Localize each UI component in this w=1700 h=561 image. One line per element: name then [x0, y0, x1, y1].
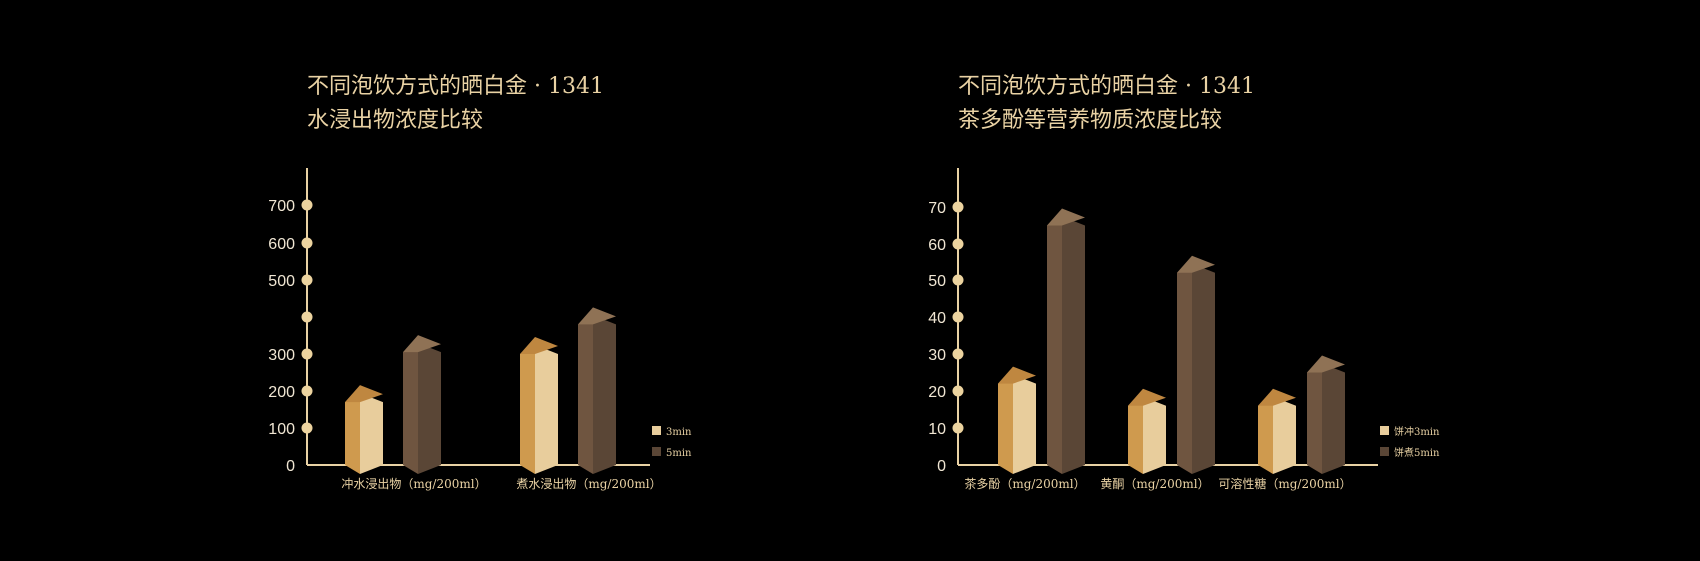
bar-front — [1322, 363, 1345, 474]
y-tick-label: 100 — [268, 421, 295, 438]
bar-side — [403, 343, 418, 474]
bar-front — [1273, 396, 1296, 474]
y-tick-dot — [301, 311, 313, 323]
bar-top — [1258, 388, 1296, 406]
bar — [578, 307, 616, 474]
category-label: 黄酮（mg/200ml） — [1100, 477, 1209, 491]
legend-label: 3min — [666, 427, 692, 438]
chart-title-2-line2: 茶多酚等营养物质浓度比较 — [958, 108, 1223, 133]
y-tick-label: 600 — [268, 236, 295, 253]
legend-swatch — [652, 447, 661, 456]
bar — [1177, 255, 1215, 474]
y-tick-dot — [301, 199, 313, 211]
bar — [1307, 355, 1345, 474]
y-tick-dot — [301, 348, 313, 360]
bar — [998, 366, 1036, 474]
y-tick-label: 20 — [928, 384, 946, 401]
legend-swatch — [1380, 426, 1389, 435]
chart-1-svg: 0 100 200 300 500 600 700 冲水浸出物（mg/200ml） 煮水浸出物（… — [268, 168, 692, 491]
y-tick-label: 40 — [928, 310, 946, 327]
bar-front — [1013, 374, 1036, 474]
chart-panel-water-extract: 不同泡饮方式的晒白金 · 1341 水浸出物浓度比较 0 100 200 300 500… — [268, 70, 692, 491]
bar-top — [1128, 388, 1166, 406]
bar-side — [1177, 263, 1192, 474]
bar — [1128, 388, 1166, 474]
chart-title-1: 不同泡饮方式的晒白金 · 1341 水浸出物浓度比较 — [307, 70, 604, 138]
bar-side — [345, 393, 360, 474]
y-tick-dot — [952, 385, 964, 397]
y-tick-label: 10 — [928, 421, 946, 438]
bar-top — [1307, 355, 1345, 373]
y-tick-dot — [952, 238, 964, 250]
legend-label: 5min — [666, 448, 692, 459]
chart-title-1-line2: 水浸出物浓度比较 — [307, 108, 484, 133]
y-tick-dot — [952, 274, 964, 286]
bar-front — [418, 343, 441, 474]
y-tick-dot — [952, 311, 964, 323]
y-tick-dot — [301, 422, 313, 434]
y-tick-label: 60 — [928, 237, 946, 254]
bar-side — [1258, 396, 1273, 474]
y-tick-label: 30 — [928, 347, 946, 364]
y-tick-label: 500 — [268, 273, 295, 290]
bar-top — [578, 307, 616, 325]
bar-side — [1128, 396, 1143, 474]
bar-front — [1062, 216, 1085, 474]
bar — [403, 335, 441, 474]
bar-front — [593, 315, 616, 474]
bar-side — [520, 345, 535, 474]
bar-side — [578, 315, 593, 474]
category-label: 茶多酚（mg/200ml） — [964, 476, 1085, 491]
bar — [520, 337, 558, 474]
category-label: 冲水浸出物（mg/200ml） — [341, 476, 486, 491]
bar-top — [345, 385, 383, 403]
chart-2-svg: 0 10 20 30 40 50 60 70 茶多酚（mg/200ml） 黄酮（mg/200ml）… — [928, 168, 1440, 491]
bar-top — [403, 335, 441, 353]
bar — [345, 385, 383, 474]
y-tick-dot — [301, 274, 313, 286]
bar — [1047, 208, 1085, 474]
y-tick-label: 70 — [928, 200, 946, 217]
bar-side — [1047, 216, 1062, 474]
category-label: 可溶性糖（mg/200ml） — [1218, 476, 1351, 491]
chart-title-1-line1: 不同泡饮方式的晒白金 · 1341 — [307, 74, 604, 99]
legend-swatch — [652, 426, 661, 435]
bar-top — [520, 337, 558, 354]
bar-front — [360, 393, 383, 474]
legend-label: 饼煮5min — [1394, 446, 1440, 459]
bar-side — [1307, 363, 1322, 474]
bar-front — [1143, 396, 1166, 474]
bar-front — [1192, 263, 1215, 474]
y-tick-label: 300 — [268, 347, 295, 364]
bar-front — [535, 345, 558, 474]
bar-top — [1177, 255, 1215, 273]
y-tick-dot — [952, 348, 964, 360]
y-tick-dot — [952, 422, 964, 434]
chart-title-2-line1: 不同泡饮方式的晒白金 · 1341 — [958, 74, 1255, 99]
bar-top — [1047, 208, 1085, 226]
bar-top — [998, 366, 1036, 384]
category-label: 煮水浸出物（mg/200ml） — [516, 477, 661, 491]
bar-side — [998, 374, 1013, 474]
y-tick-dot — [301, 237, 313, 249]
chart-panel-nutrients: 不同泡饮方式的晒白金 · 1341 茶多酚等营养物质浓度比较 0 10 20 30 40… — [850, 0, 1700, 561]
y-tick-label: 0 — [937, 458, 946, 475]
chart-title-2: 不同泡饮方式的晒白金 · 1341 茶多酚等营养物质浓度比较 — [958, 70, 1255, 138]
bar — [1258, 388, 1296, 474]
y-tick-label: 50 — [928, 273, 946, 290]
legend-swatch — [1380, 447, 1389, 456]
y-tick-dot — [301, 385, 313, 397]
y-tick-label: 200 — [268, 384, 295, 401]
y-tick-dot — [952, 201, 964, 213]
y-tick-label: 0 — [286, 458, 295, 475]
legend-label: 饼冲3min — [1394, 425, 1440, 438]
y-tick-label: 700 — [268, 198, 295, 215]
